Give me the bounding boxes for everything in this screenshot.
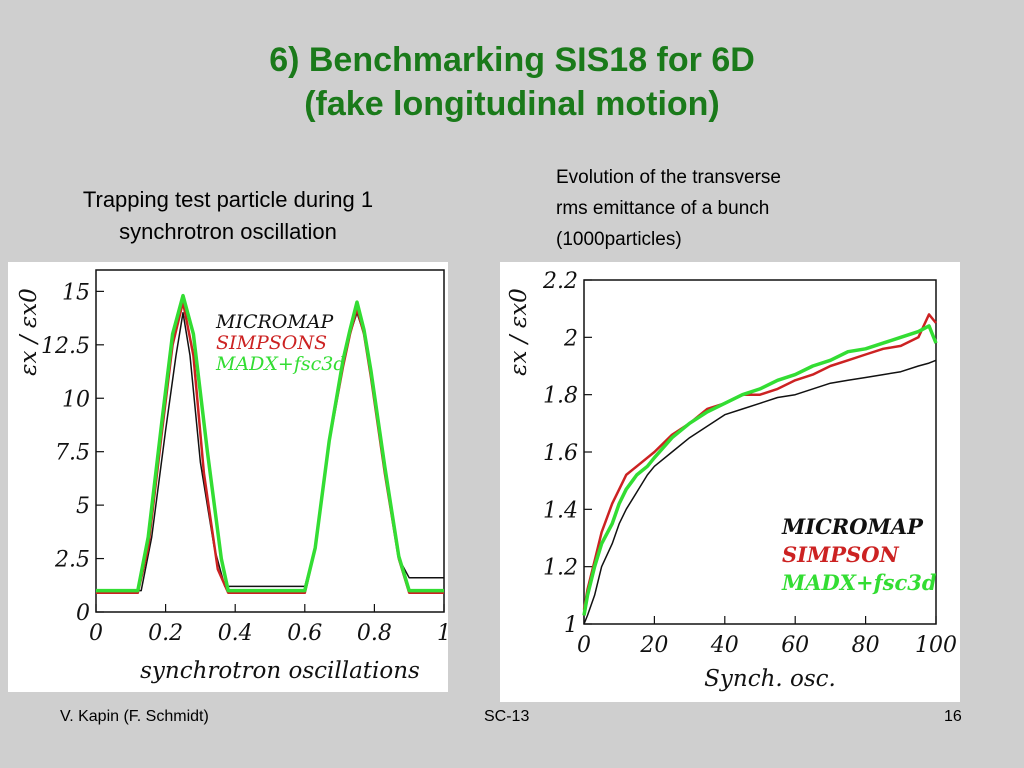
footer-author: V. Kapin (F. Schmidt) xyxy=(60,708,209,725)
chart-right: 0 20 40 60 80 100 1 1.2 1.4 1.6 1.8 2 2.2 Synch. osc.… xyxy=(500,262,960,702)
y-tick-label: 0 xyxy=(76,601,90,626)
caption-right-line-1: Evolution of the transverse xyxy=(556,167,781,188)
slide-title: 6) Benchmarking SIS18 for 6D (fake longi… xyxy=(0,38,1024,126)
x-tick-label: 1 xyxy=(437,621,448,646)
x-tick-label: 0 xyxy=(89,621,103,646)
x-tick-label: 0.4 xyxy=(218,621,253,646)
y-tick-label: 12.5 xyxy=(41,334,90,359)
legend-entry: MICROMAP xyxy=(781,514,924,539)
caption-right-line-3: (1000particles) xyxy=(556,229,682,250)
y-tick-label: 1.6 xyxy=(543,441,578,466)
legend-entry: SIMPSONS xyxy=(216,332,327,354)
legend-entry: MADX+fsc3d xyxy=(215,353,346,375)
chart-left-svg: 00.20.40.60.8102.557.51012.515synchrotro… xyxy=(16,269,451,684)
y-tick-label: 1.4 xyxy=(543,498,578,523)
y-tick-label: 1.2 xyxy=(543,556,578,581)
x-tick-label: 80 xyxy=(852,633,880,658)
title-line-1: 6) Benchmarking SIS18 for 6D xyxy=(269,41,755,79)
y-axis-label: εx / εx0 xyxy=(506,288,532,376)
x-tick-label: 20 xyxy=(639,633,668,658)
series-line-madx-fsc3d xyxy=(96,293,444,593)
y-tick-label: 7.5 xyxy=(55,441,90,466)
caption-left-line-1: Trapping test particle during 1 xyxy=(82,187,374,212)
chart-right-svg: 0 20 40 60 80 100 1 1.2 1.4 1.6 1.8 2 2.2 Synch. osc.… xyxy=(506,269,957,692)
legend-entry: MICROMAP xyxy=(215,311,335,333)
x-tick-label: 0.2 xyxy=(148,621,183,646)
caption-right-line-2: rms emittance of a bunch xyxy=(556,198,770,219)
legend-entry: SIMPSON xyxy=(782,542,899,567)
series-line-micromap xyxy=(583,359,937,625)
x-tick-label: 0.6 xyxy=(287,621,322,646)
x-tick-label: 0.8 xyxy=(357,621,392,646)
y-tick-label: 1.8 xyxy=(543,384,578,409)
footer-page-number: 16 xyxy=(944,708,962,725)
x-tick-label: 0 xyxy=(577,633,591,658)
y-tick-label: 10 xyxy=(62,387,90,412)
x-tick-label: 100 xyxy=(915,633,957,658)
y-tick-label: 15 xyxy=(62,280,90,305)
y-tick-label: 2.5 xyxy=(54,548,90,573)
y-tick-label: 2.2 xyxy=(542,269,578,294)
legend-entry: MADX+fsc3d xyxy=(781,570,937,595)
x-axis-label: Synch. osc. xyxy=(704,666,836,692)
chart-left: 00.20.40.60.8102.557.51012.515synchrotro… xyxy=(8,262,451,692)
x-tick-label: 60 xyxy=(781,633,809,658)
y-tick-label: 1 xyxy=(564,613,578,638)
series-line-madx-fsc3d xyxy=(582,324,938,616)
y-tick-label: 2 xyxy=(563,326,578,351)
caption-left: Trapping test particle during 1 synchrot… xyxy=(18,184,438,248)
title-line-2: (fake longitudinal motion) xyxy=(304,85,720,123)
x-axis-label: synchrotron oscillations xyxy=(140,658,420,684)
footer-conference: SC-13 xyxy=(484,708,530,725)
y-tick-label: 5 xyxy=(76,494,90,519)
y-axis-label: εx / εx0 xyxy=(16,288,42,376)
x-tick-label: 40 xyxy=(710,633,739,658)
caption-left-line-2: synchrotron oscillation xyxy=(119,219,337,244)
plot-frame xyxy=(95,269,445,613)
caption-right: Evolution of the transverse rms emittanc… xyxy=(556,162,896,255)
